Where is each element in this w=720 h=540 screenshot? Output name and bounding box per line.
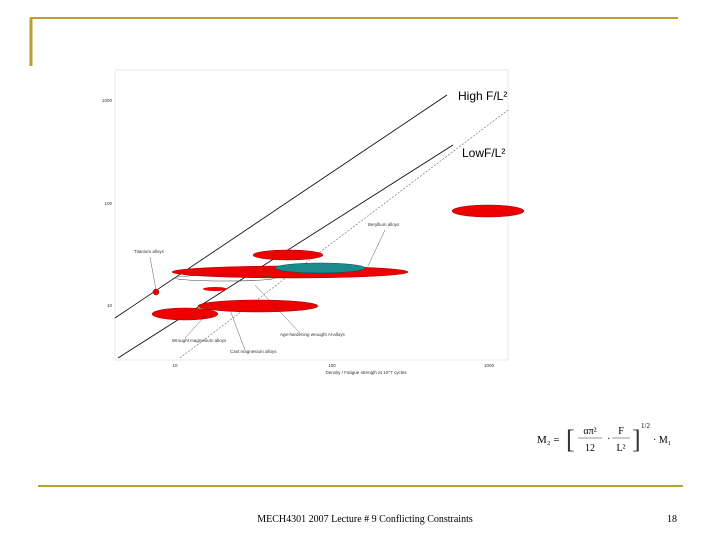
material-bubble <box>451 204 525 218</box>
x-axis-label: Density / Fatigue strength at 10^7 cycle… <box>326 370 408 375</box>
material-bubble <box>203 287 227 291</box>
footer: MECH4301 2007 Lecture # 9 Conflicting Co… <box>257 514 473 525</box>
annotation: Titanium alloys <box>134 249 165 254</box>
formula-text: · M₁ <box>653 435 671 446</box>
formula-text: F <box>618 426 624 437</box>
material-bubble <box>151 307 219 321</box>
annotation: Wrought magnesium alloys <box>172 338 227 343</box>
annotation: Beryllium alloys <box>368 222 400 227</box>
annotation: Age-hardening wrought Al-alloys <box>280 332 346 337</box>
leader <box>149 256 157 291</box>
x-tick-label: 1000 <box>484 363 495 368</box>
chart: Titanium alloys Beryllium alloys Wrought… <box>102 69 525 375</box>
formula-text: L² <box>616 443 625 454</box>
material-bubble <box>174 274 276 282</box>
line-label: LowF/L² <box>462 146 505 160</box>
formula-text: απ² <box>583 426 596 437</box>
leader <box>254 284 301 334</box>
guide-line <box>114 94 448 319</box>
formula-text: · <box>607 434 610 445</box>
annotation: Cast magnesium alloys <box>230 349 277 354</box>
leader <box>229 309 246 351</box>
bracket: ] <box>632 425 641 454</box>
bracket: [ <box>566 425 575 454</box>
formula-text: M₂ = <box>537 434 560 446</box>
y-tick-label: 1000 <box>102 98 113 103</box>
material-bubble <box>252 249 324 261</box>
formula: M₂ = [ απ² 12 · F L² ] 1/2 · M₁ <box>537 422 671 454</box>
y-tick-label: 10 <box>107 303 113 308</box>
material-bubble <box>197 299 319 313</box>
leader <box>184 315 206 339</box>
material-bubble <box>274 262 366 274</box>
x-tick-label: 100 <box>328 363 336 368</box>
page-number: 18 <box>667 514 677 525</box>
x-tick-label: 10 <box>172 363 178 368</box>
formula-text: 12 <box>585 443 595 454</box>
line-label: High F/L² <box>458 89 507 103</box>
leader <box>367 229 386 267</box>
y-tick-label: 100 <box>104 201 112 206</box>
formula-text: 1/2 <box>641 422 650 430</box>
